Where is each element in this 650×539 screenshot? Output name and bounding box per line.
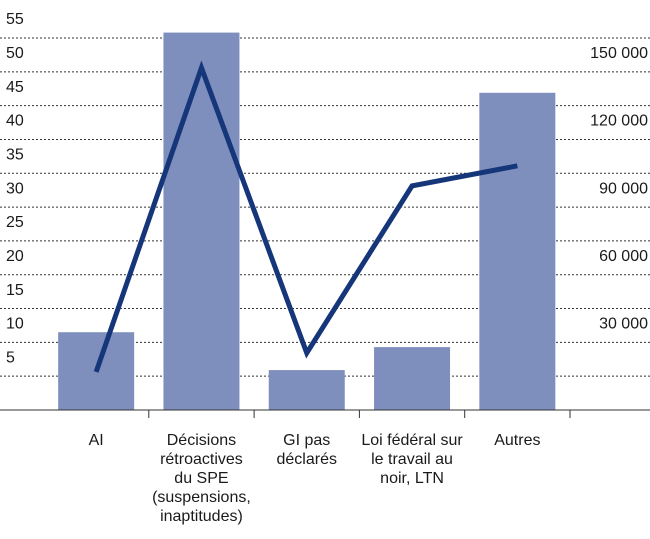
x-tick-label: AI: [88, 432, 104, 449]
y2-tick-label: 60 000: [599, 248, 648, 265]
y2-tick-label: 120 000: [590, 113, 648, 130]
y-tick-label: 25: [6, 214, 24, 231]
y-tick-label: 5: [6, 349, 15, 366]
y-tick-label: 50: [6, 45, 24, 62]
y2-tick-label: 30 000: [599, 316, 648, 333]
x-tick-label: Loi fédéral sur le travail au noir, LTN: [361, 432, 463, 487]
y-tick-label: 40: [6, 113, 24, 130]
bar: [374, 347, 451, 410]
x-tick-label: Décisions rétroactives du SPE (suspensio…: [152, 432, 251, 525]
y-tick-label: 15: [6, 282, 24, 299]
y2-tick-label: 90 000: [599, 180, 648, 197]
line: [93, 60, 518, 373]
y-tick-label: 55: [6, 11, 24, 28]
y-tick-label: 35: [6, 146, 24, 163]
bar: [479, 92, 556, 410]
y-tick-label: 10: [6, 316, 24, 333]
y2-tick-label: 150 000: [590, 45, 648, 62]
y-tick-label: 45: [6, 79, 24, 96]
bar: [163, 32, 240, 411]
y-tick-label: 20: [6, 248, 24, 265]
x-tick-label: GI pas déclarés: [276, 432, 337, 468]
bar: [268, 370, 345, 410]
x-tick-label: Autres: [494, 432, 541, 449]
y-tick-label: 30: [6, 180, 24, 197]
